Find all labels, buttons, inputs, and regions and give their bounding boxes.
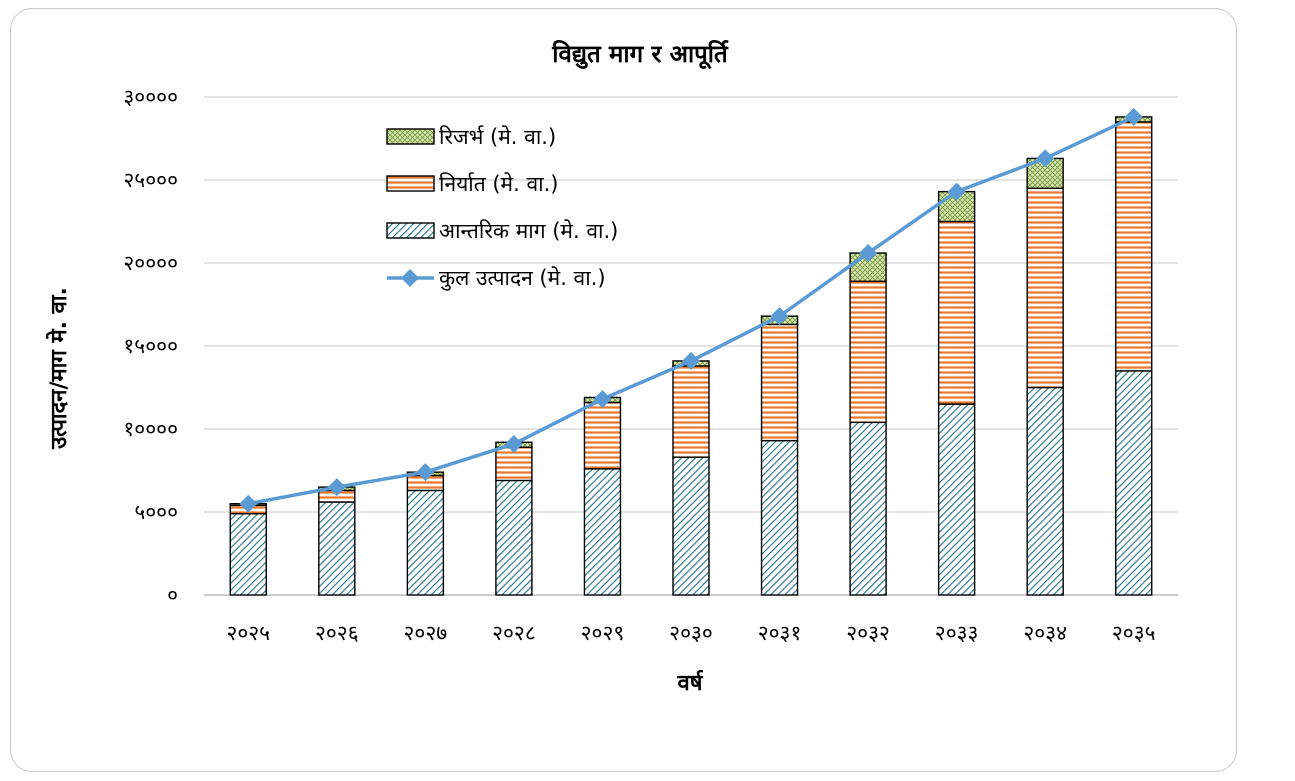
line-marker — [327, 478, 346, 497]
bar-export — [1115, 121, 1153, 372]
legend-swatch — [386, 175, 435, 192]
bar-export — [760, 323, 799, 442]
bar-domestic — [672, 456, 710, 596]
legend-swatch — [386, 222, 435, 239]
x-tick-label: २०२५ — [226, 621, 270, 645]
bar-export — [1026, 187, 1064, 389]
bar-export — [672, 365, 710, 458]
line-marker — [593, 390, 612, 409]
x-axis-ticks: २०२५ २०२६ २०२७ २०२८ २०२९ २०३० २०३१ २०३२ २०३३ २०३४… — [226, 621, 1155, 645]
gridlines — [204, 96, 1178, 596]
legend-label: निर्यात (मे. वा.) — [439, 172, 558, 196]
line-marker — [770, 307, 789, 326]
y-tick-label: २०००० — [123, 251, 178, 275]
y-tick-label: १०००० — [123, 417, 178, 441]
chart-title: विद्युत माग र आपूर्ति — [551, 40, 729, 70]
y-tick-label: २५००० — [123, 168, 178, 192]
legend: रिजर्भ (मे. वा.) निर्यात (मे. वा.) आन्तरिक… — [386, 125, 618, 291]
bar-domestic — [849, 421, 887, 596]
bar-domestic — [760, 439, 799, 596]
x-tick-label: २०२६ — [315, 621, 359, 645]
bar-domestic — [1115, 370, 1153, 596]
line-marker — [947, 182, 966, 201]
y-axis-ticks: ० ५००० १०००० १५००० २०००० २५००० ३०००० — [123, 85, 178, 607]
bar-domestic — [318, 501, 356, 596]
line-marker — [1124, 107, 1143, 126]
line-marker — [859, 244, 878, 263]
y-axis-label: उत्पादन/माग मे. वा. — [45, 287, 72, 450]
legend-label: कुल उत्पादन (मे. वा.) — [439, 266, 606, 291]
line-marker — [1036, 149, 1055, 168]
y-tick-label: १५००० — [123, 334, 178, 358]
x-tick-label: २०३३ — [935, 621, 979, 645]
x-tick-label: २०३५ — [1112, 621, 1156, 645]
line-marker — [504, 434, 523, 453]
y-tick-label: ३०००० — [123, 85, 178, 109]
y-tick-label: ५००० — [134, 500, 178, 524]
y-tick-label: ० — [167, 583, 178, 607]
total-line — [239, 107, 1143, 513]
bar-domestic — [583, 468, 622, 596]
x-tick-label: २०३२ — [846, 621, 890, 645]
x-axis-label: वर्ष — [677, 669, 704, 696]
bar-domestic — [229, 512, 267, 596]
line-marker — [416, 463, 435, 482]
bar-reserve — [937, 190, 976, 223]
x-tick-label: २०३० — [669, 621, 713, 645]
line-marker — [682, 351, 700, 370]
bar-domestic — [406, 489, 445, 596]
bar-domestic — [1026, 386, 1064, 596]
bar-export — [937, 220, 976, 405]
bars — [229, 116, 1153, 596]
bar-export — [583, 401, 622, 470]
x-tick-label: २०२९ — [581, 621, 625, 645]
legend-marker — [401, 269, 419, 287]
legend-label: आन्तरिक माग (मे. वा.) — [439, 219, 618, 243]
legend-label: रिजर्भ (मे. वा.) — [439, 125, 556, 149]
x-tick-label: २०३१ — [758, 621, 802, 645]
x-tick-label: २०३४ — [1023, 621, 1067, 645]
x-tick-label: २०२८ — [492, 621, 536, 645]
x-tick-label: २०२७ — [404, 621, 448, 645]
line-marker — [239, 494, 258, 513]
legend-swatch — [386, 128, 435, 145]
bar-export — [849, 280, 887, 424]
bar-domestic — [495, 479, 533, 596]
bar-domestic — [937, 403, 976, 596]
